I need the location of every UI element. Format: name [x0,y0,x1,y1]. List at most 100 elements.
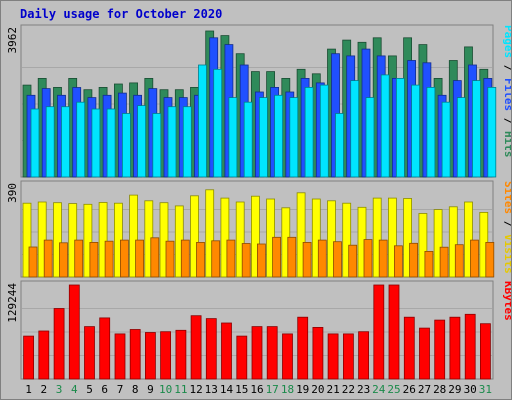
legend-kbytes: KBytes [502,281,511,321]
bar-sites [226,239,236,278]
bar-kbytes [23,335,35,380]
legend-visits: Visits [502,234,511,274]
bar-visits [464,201,473,278]
panel-visitors-legend: Sites / Visits [502,181,511,274]
bar-sites [454,244,464,278]
series-sites [28,236,495,278]
bar-kbytes [84,326,95,380]
bar-visits [37,201,47,278]
bar-pages [395,78,405,178]
bar-pages [441,101,451,178]
legend-separator: / [502,58,511,78]
day-label: 12 [189,383,202,396]
bar-visits [83,203,93,278]
bar-sites [74,239,84,278]
bar-visits [205,189,215,278]
day-label: 14 [220,383,234,396]
bar-visits [342,202,352,278]
bar-sites [470,239,479,278]
bar-sites [241,243,251,278]
bar-kbytes [251,326,263,380]
day-label: 29 [448,383,461,396]
bar-sites [43,239,53,278]
bar-sites [59,242,68,278]
bar-pages [30,108,40,178]
bar-sites [180,239,190,278]
day-label: 31 [479,383,492,396]
day-label: 21 [326,383,339,396]
bar-pages [274,94,284,178]
bar-visits [235,201,245,278]
day-label: 27 [418,383,431,396]
bar-kbytes [190,315,202,380]
bar-sites [363,239,373,278]
x-axis-day-labels: 1 2 3 4 5 6 7 8 9 10 11 12 13 14 15 16 17 18 19 20 21 22 23 24 2… [25,383,492,396]
bar-visits [387,197,397,278]
bar-visits [98,202,108,278]
bar-pages [198,64,207,178]
bar-kbytes [68,284,80,380]
panel-visitors-scale-label: 390 [6,183,19,203]
legend-separator: / [502,111,511,131]
day-label: 13 [205,383,218,396]
bar-pages [228,97,238,178]
day-label: 1 [25,383,32,396]
bar-visits [129,194,139,278]
day-label: 5 [86,383,93,396]
bar-sites [256,243,266,278]
bar-visits [372,197,382,278]
bar-sites [333,241,342,278]
panel-volume-legend: KBytes [502,281,511,321]
bar-pages [456,97,466,178]
legend-pages: Pages [502,25,511,58]
day-label: 7 [117,383,124,396]
bar-sites [28,246,38,278]
panel-volume: 129244 KBytes [6,280,511,380]
bar-sites [287,236,297,278]
bar-sites [120,239,129,278]
series-pages [30,64,497,178]
legend-sites: Sites [502,181,511,214]
bar-pages [380,74,390,178]
bar-pages [472,80,481,178]
bar-sites [211,240,221,278]
bar-kbytes [434,319,446,380]
day-label: 18 [281,383,294,396]
bar-sites [378,239,388,278]
bar-kbytes [53,308,65,380]
bar-kbytes [144,332,156,380]
day-label: 28 [433,383,446,396]
day-label: 17 [266,383,279,396]
day-label: 2 [40,383,47,396]
bar-kbytes [282,333,293,380]
bar-sites [424,250,434,278]
bar-kbytes [312,326,324,380]
day-label: 11 [174,383,187,396]
bar-visits [296,192,306,278]
bar-kbytes [114,333,126,380]
bar-kbytes [160,331,172,380]
bar-kbytes [99,317,111,380]
bar-pages [426,87,436,178]
bar-kbytes [266,326,278,380]
bar-sites [272,236,282,278]
bar-visits [22,202,32,278]
bar-kbytes [297,316,309,380]
bar-pages [365,97,375,178]
bar-visits [433,209,443,278]
bar-visits [327,200,336,278]
bar-pages [182,106,192,178]
bar-sites [439,246,449,278]
bar-sites [196,241,205,278]
bar-visits [250,195,260,278]
bar-pages [106,108,116,178]
chart-title: Daily usage for October 2020 [20,7,223,21]
day-label: 30 [464,383,477,396]
day-label: 15 [235,383,248,396]
day-label: 20 [311,383,324,396]
panel-visitors: 390 Sites / Visits [6,180,511,278]
bar-kbytes [221,322,232,380]
bar-kbytes [403,316,415,380]
